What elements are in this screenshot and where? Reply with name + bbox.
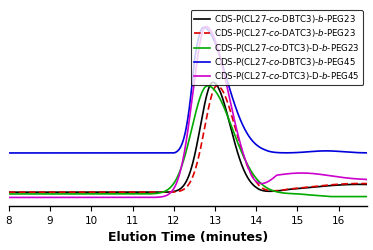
Legend: CDS-P(CL27-$\it{co}$-DBTC3)-$\it{b}$-PEG23, CDS-P(CL27-$\it{co}$-DATC3)-$\it{b}$: CDS-P(CL27-$\it{co}$-DBTC3)-$\it{b}$-PEG…	[191, 10, 363, 85]
X-axis label: Elution Time (minutes): Elution Time (minutes)	[108, 232, 268, 244]
